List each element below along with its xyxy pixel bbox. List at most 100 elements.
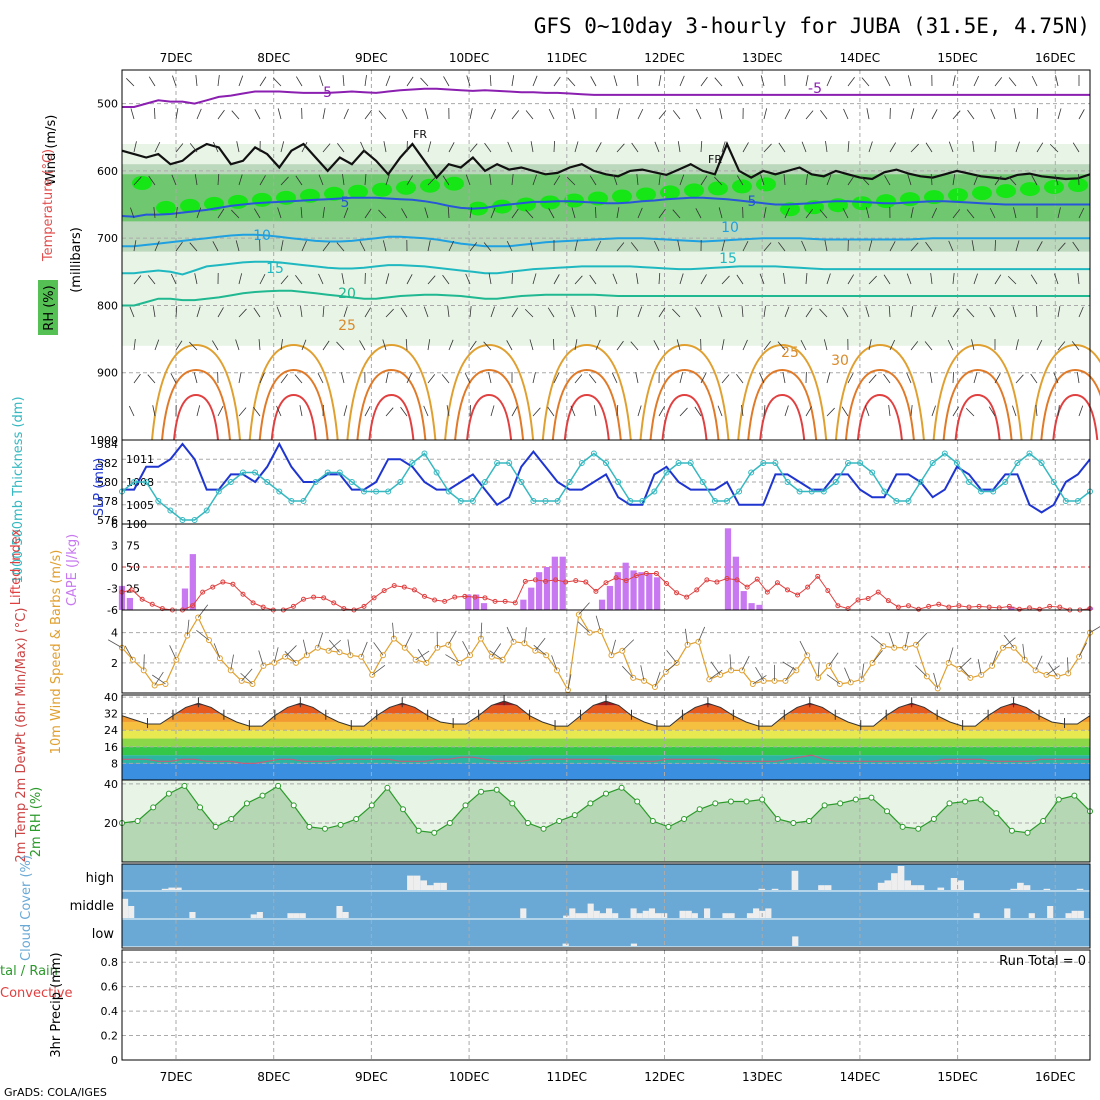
lifted-index-point (825, 588, 831, 594)
wind-barb (427, 275, 436, 285)
ylabel-wind: Wind (m/s) (44, 115, 59, 186)
wind-barb (700, 175, 708, 186)
date-label-top: 10DEC (449, 51, 489, 65)
rh2m-point (540, 825, 547, 832)
wind-barb (342, 75, 345, 87)
wind-barb (443, 76, 450, 87)
wind-barb (1030, 373, 1038, 384)
wind-barb (196, 306, 201, 318)
lifted-index-point (543, 578, 548, 584)
rh-patch-bright (948, 188, 968, 203)
thickness-point (445, 488, 452, 495)
wind-barb (196, 207, 202, 219)
wind-barb (529, 339, 534, 351)
wind-barb (276, 306, 282, 318)
isotherm-warm-lobe (248, 343, 339, 441)
thickness-tick-label: 578 (97, 495, 118, 508)
cloud-low-bar (792, 936, 799, 946)
date-label-top: 7DEC (160, 51, 193, 65)
thickness-point (941, 450, 948, 457)
wind-barb (530, 141, 534, 153)
wind-barb (385, 75, 391, 87)
thickness-point (1038, 460, 1045, 466)
isotherm-15 (122, 260, 1090, 276)
wind-barb (507, 141, 513, 153)
cape-bar (732, 556, 739, 610)
wind-barb-10m (621, 665, 634, 679)
cape-bar (126, 597, 133, 610)
wind-barb (383, 141, 387, 153)
isotherm-label: 15 (719, 251, 737, 267)
wind-barb (1013, 108, 1017, 120)
lifted-index-point (674, 590, 680, 596)
wind-barb (805, 110, 814, 120)
wind-barb (189, 341, 198, 351)
wind-barb (147, 374, 156, 384)
wind-barb (948, 240, 954, 252)
thickness-point (155, 498, 162, 504)
wind-barb (147, 275, 156, 285)
cloud-middle-bar (1071, 910, 1078, 918)
wind-barb (280, 275, 289, 285)
wind-barb (1036, 305, 1038, 318)
wind-barb (506, 240, 513, 252)
thickness-point (917, 479, 924, 485)
wind-barb (719, 108, 723, 120)
wind-barb (805, 273, 808, 285)
wind-barb (364, 75, 367, 87)
rh2m-point (446, 819, 453, 826)
wind-barb (616, 242, 625, 252)
cloud-middle-bar (746, 913, 754, 918)
wind-barb-10m (904, 631, 909, 648)
rh2m-point (181, 782, 188, 789)
wind-barb (571, 207, 576, 219)
thickness-point (699, 479, 706, 485)
wind-barb (695, 208, 702, 219)
rh-patch-bright (324, 186, 344, 201)
rh2m-point (774, 816, 781, 823)
wind-barb (442, 175, 450, 186)
lifted-index-point (462, 593, 468, 599)
wind-barb (612, 273, 618, 285)
wind-barb (763, 405, 766, 417)
wind-barb (994, 239, 996, 252)
wind-barb (427, 240, 431, 252)
thickness-point (518, 479, 525, 485)
wind-barb-10m (729, 654, 732, 671)
wind-barb-10m (240, 672, 253, 685)
temp-color-band (122, 705, 1090, 714)
wind-barb (841, 406, 849, 417)
lifted-index-point (331, 600, 337, 606)
wind-barb-10m (417, 649, 427, 664)
wind-barb (359, 241, 366, 252)
date-label-top: 14DEC (840, 51, 880, 65)
wind-barb-10m (143, 654, 145, 671)
cape-bar (598, 599, 606, 610)
rh2m-point (587, 800, 594, 807)
lifted-index-point (754, 576, 760, 582)
cloud-high-bar (904, 880, 911, 890)
wind-barb (721, 240, 726, 252)
cape-bar (189, 554, 196, 610)
wind-barb (171, 174, 177, 186)
wind-barb (1015, 240, 1020, 252)
wind-barb-10m (551, 655, 558, 671)
rh2m-point (603, 790, 609, 797)
lifted-index-point (956, 603, 962, 609)
wind-barb (973, 75, 980, 87)
lifted-index-point (482, 595, 488, 601)
wind-barb (400, 307, 408, 318)
wind-barb (133, 373, 141, 384)
wind-barb (930, 273, 933, 285)
wind-barb-10m (491, 643, 502, 658)
wind-barb (924, 341, 933, 351)
rh2m-point (306, 823, 313, 830)
rh-patch-bright (444, 176, 464, 191)
thickness-point (832, 479, 839, 485)
wind-barb (948, 141, 954, 153)
thickness-point (566, 479, 573, 485)
rh2m-point (884, 808, 891, 815)
wind-barb (447, 206, 450, 219)
wind-barb (672, 209, 681, 219)
cloud-high-bar (407, 875, 414, 890)
